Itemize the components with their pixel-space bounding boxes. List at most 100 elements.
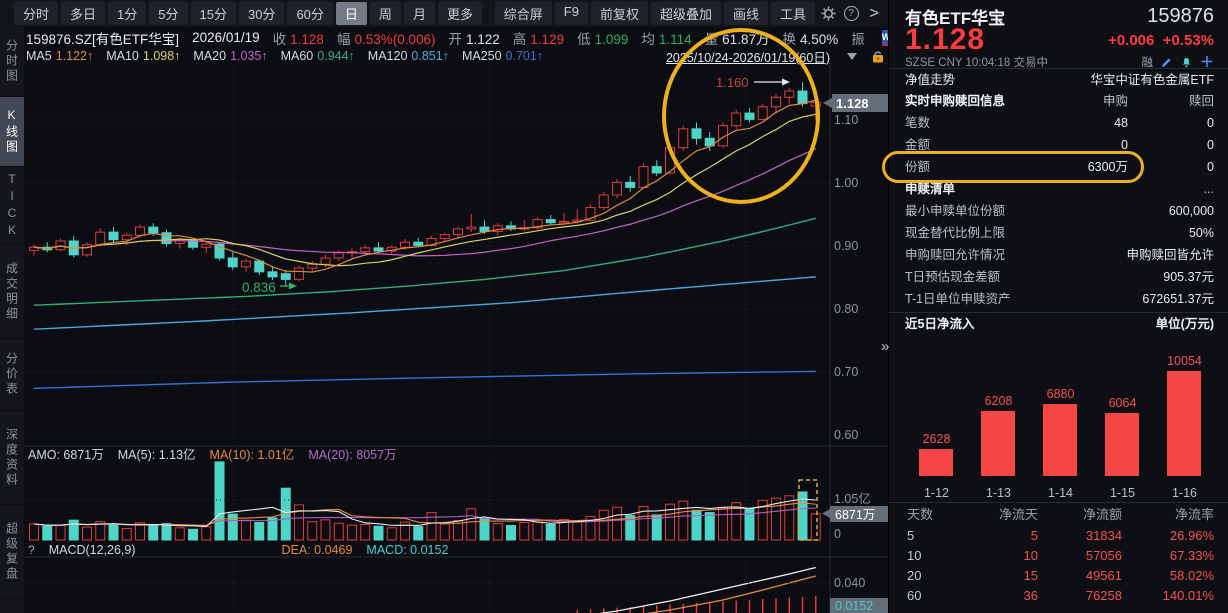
toolbar-item[interactable]: 多日: [61, 2, 106, 25]
flow-bar-category: 1-12: [923, 486, 950, 500]
quote-field: 收 1.128: [272, 31, 324, 47]
quote-field: 高 1.129: [512, 31, 565, 47]
bell-icon[interactable]: [1180, 56, 1193, 69]
sidebar-tab[interactable]: 深度资料: [0, 411, 24, 505]
add-watchlist-icon[interactable]: ＋: [1200, 54, 1214, 70]
detail-row: 最小申赎单位份额 600,000: [905, 204, 1214, 218]
quote-field: 换 4.50%: [782, 31, 839, 47]
toolbar-item[interactable]: 画线: [723, 2, 768, 25]
dea-label: DEA: 0.0469: [281, 543, 353, 557]
sidebar-tab[interactable]: 超级复盘: [0, 505, 24, 599]
quote-field: 振: [851, 31, 865, 47]
toolbar-item[interactable]: F9: [554, 2, 588, 25]
flow-table-row: 60 36 76258 140.01%: [907, 588, 1214, 603]
more-ellipsis[interactable]: ...: [1203, 182, 1214, 196]
etf-code: 159876: [1147, 4, 1214, 27]
flow-table-header: 天数 净流天 净流额 净流率: [889, 502, 1228, 526]
detail-row: T日预估现金差额 905.37元: [905, 270, 1214, 284]
svg-text:0.80: 0.80: [834, 302, 858, 316]
symbol-label: 159876.SZ[有色ETF华宝]: [26, 31, 180, 47]
info-fields: 收 1.128 幅 0.53%(0.006) 开 1.122 高 1.129 低 1.099 均 1.…: [273, 28, 869, 48]
flow-bar-value: 2628: [922, 432, 951, 446]
chevron-down-icon[interactable]: [847, 52, 857, 60]
toolbar-more-arrow[interactable]: >: [869, 4, 879, 22]
flow-table-row: 5 5 31834 26.96%: [907, 528, 1214, 543]
quote-title-row: 有色ETF华宝 159876: [905, 4, 1214, 28]
toolbar-item[interactable]: 工具: [770, 2, 815, 25]
top-toolbar: 分时 多日 1分 5分 15分 30分 60分日周月更多 综合屏 F9 前复权 超级叠加 画线 工具 …: [0, 0, 888, 27]
ma-item: MA60 0.944↑: [280, 49, 355, 63]
toolbar-item[interactable]: 月: [403, 2, 435, 25]
exchange-status: SZSE CNY 10:04:18 交易中: [905, 57, 1048, 69]
toolbar-right: 综合屏 F9 前复权 超级叠加 画线 工具: [494, 2, 815, 25]
svg-text:0: 0: [834, 527, 841, 541]
kline-chart[interactable]: 1.10 1.00 0.90 0.80 0.70 0.60 1.128 1.160 0.836 1…: [24, 65, 888, 613]
toolbar-item[interactable]: 60分: [287, 2, 333, 25]
toolbar-item[interactable]: 30分: [238, 2, 285, 25]
svg-text:0.60: 0.60: [834, 428, 858, 442]
sidebar-tab[interactable]: TICK: [0, 167, 24, 245]
quote-field: 幅 0.53%(0.006): [336, 31, 436, 47]
detail-row: 申购赎回允许情况 申购赎回皆允许: [905, 248, 1214, 262]
price-change: +0.006 +0.53%: [1108, 31, 1214, 49]
detail-row: T-1日单位申赎资产 672651.37元: [905, 292, 1214, 306]
toolbar-item[interactable]: 综合屏: [494, 2, 552, 25]
volma5-label: MA(5): 1.13亿: [117, 448, 196, 462]
flow-section-header: 近5日净流入 单位(万元): [889, 312, 1228, 334]
sidebar-tab[interactable]: K线图: [0, 97, 24, 167]
svg-text:6871万: 6871万: [835, 508, 875, 522]
svg-text:0.040: 0.040: [834, 576, 865, 590]
amo-label: AMO: 6871万: [28, 448, 104, 462]
toolbar-item[interactable]: 15分: [190, 2, 236, 25]
quote-field: 低 1.099: [577, 31, 629, 47]
gear-icon[interactable]: [818, 4, 838, 24]
sidebar-tab[interactable]: 分时图: [0, 27, 24, 97]
date-range-selector[interactable]: 2025/10/24-2026/01/19(60日): [665, 50, 830, 65]
flow-bar: [981, 411, 1015, 476]
toolbar-item[interactable]: 前复权: [590, 2, 648, 25]
volma10-label: MA(10): 1.01亿: [209, 448, 295, 462]
toolbar-item[interactable]: 周: [369, 2, 401, 25]
rt-table-row: 金额 0 0: [905, 138, 1214, 152]
rt-table-row: 笔数 48 0: [905, 116, 1214, 130]
ma-item: MA120 0.851↑: [367, 49, 449, 63]
quote-status-row: SZSE CNY 10:04:18 交易中 融 ＋: [905, 54, 1214, 70]
flow-bar-category: 1-16: [1171, 486, 1198, 500]
rt-table-row: 份额 6300万 0: [905, 160, 1214, 174]
lock-icon[interactable]: [870, 49, 886, 64]
panel-expander-icon[interactable]: »: [881, 338, 890, 355]
toolbar-item[interactable]: 分时: [14, 2, 59, 25]
ma-item: MA250 0.701↑: [461, 49, 544, 63]
toolbar-left: 分时 多日 1分 5分 15分 30分 60分日周月更多: [14, 2, 482, 25]
sidebar-tab[interactable]: 成交明细: [0, 245, 24, 339]
toolbar-item[interactable]: 超级叠加: [650, 2, 721, 25]
volume-legend: AMO: 6871万 MA(5): 1.13亿 MA(10): 1.01亿 MA…: [28, 444, 397, 463]
flow-bar: [1043, 404, 1077, 476]
flow-table-row: 20 15 49561 58.02%: [907, 568, 1214, 583]
toolbar-item[interactable]: 更多: [437, 2, 482, 25]
toolbar-item[interactable]: 1分: [108, 2, 147, 25]
toolbar-item[interactable]: 日: [335, 2, 367, 25]
rt-table-header: 实时申购赎回信息 申购 赎回: [905, 94, 1214, 108]
help-icon[interactable]: ?: [841, 4, 861, 24]
sidebar-tab[interactable]: 分价表: [0, 339, 24, 411]
detail-row: 现金替代比例上限 50%: [905, 226, 1214, 240]
indicator-help-icon[interactable]: ?: [28, 543, 35, 557]
etf-name: 有色ETF华宝: [905, 8, 1006, 28]
subscription-list-header[interactable]: 申赎清单 ...: [889, 178, 1228, 200]
flow-bar-value: 10054: [1167, 354, 1202, 368]
flow-bar: [1167, 371, 1201, 476]
toolbar-item[interactable]: 5分: [149, 2, 188, 25]
flow-bar-value: 6064: [1108, 396, 1137, 410]
macd-legend: ? MACD(12,26,9) DEA: 0.0469 MACD: 0.0152: [28, 543, 448, 557]
net-inflow-table: 天数 净流天 净流额 净流率 5 5 31834 26.96% 10 10 57056 67.33% 2…: [889, 502, 1228, 606]
pencil-icon[interactable]: [1160, 56, 1173, 69]
nav-row: 净值走势 华宝中证有色金属ETF: [889, 68, 1228, 90]
svg-text:0.90: 0.90: [834, 239, 858, 253]
ma-legend-row: MA5 1.122↑ MA10 1.098↑ MA20 1.035↑ MA60 0.944↑ M…: [26, 47, 886, 65]
ma-item: MA10 1.098↑: [106, 49, 181, 63]
nav-label[interactable]: 净值走势: [905, 73, 956, 87]
ma-item: MA5 1.122↑: [26, 49, 94, 63]
quote-price-row: 1.128 +0.006 +0.53%: [905, 25, 1214, 55]
